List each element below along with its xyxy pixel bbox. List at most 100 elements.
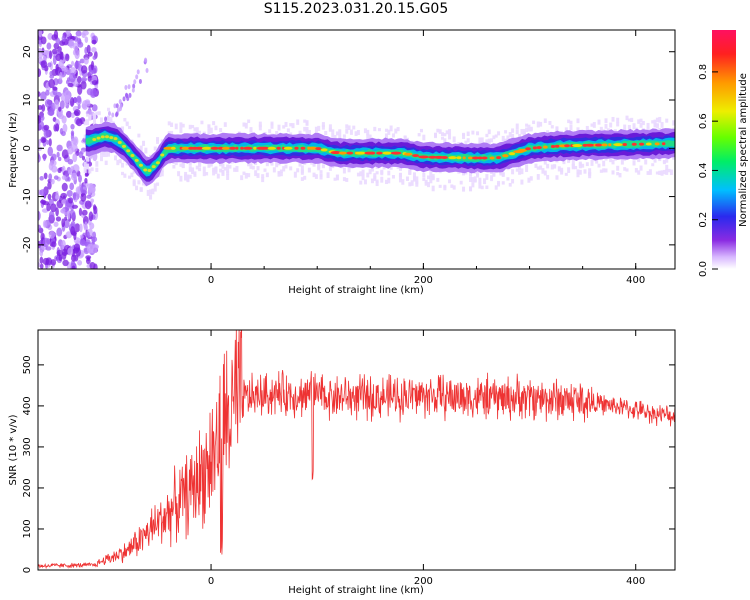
heat-cell [632, 123, 636, 130]
heat-cell [419, 128, 423, 133]
heat-cell [471, 182, 475, 188]
heat-peak [355, 151, 367, 155]
heat-cell [247, 173, 251, 178]
heat-cell [51, 241, 57, 248]
heat-cell [43, 128, 50, 139]
heat-cell [426, 175, 430, 180]
heat-cell [480, 185, 484, 190]
heat-cell [375, 181, 379, 187]
heat-cell [342, 167, 346, 174]
heat-cell [156, 137, 160, 142]
heat-cell [527, 124, 531, 130]
heat-cell [373, 126, 377, 132]
heat-peak [572, 144, 583, 148]
heat-cell [536, 174, 540, 180]
heat-cell [83, 134, 87, 139]
heat-cell [212, 121, 216, 126]
heat-cell [333, 134, 337, 140]
heat-cell [377, 128, 381, 132]
heat-cell [160, 170, 164, 177]
heat-peak [584, 143, 595, 147]
heat-peak [147, 169, 152, 173]
heat-cell [653, 119, 657, 125]
heat-cell [641, 120, 645, 126]
heat-cell [53, 30, 59, 40]
heat-cell [298, 130, 302, 137]
heat-cell [639, 165, 643, 171]
heat-cell [431, 185, 435, 192]
heat-cell [335, 131, 339, 136]
heat-cell [38, 115, 42, 124]
heat-cell [646, 171, 650, 175]
heat-cell [149, 189, 153, 195]
heat-cell [616, 122, 620, 127]
heat-cell [47, 109, 55, 116]
heat-cell [85, 156, 89, 162]
heat-cell [132, 83, 136, 89]
heat-cell [65, 53, 70, 62]
heat-cell [92, 244, 98, 253]
heat-cell [637, 119, 641, 124]
heat-cell [160, 139, 164, 143]
heat-cell [39, 263, 44, 269]
heat-peak [100, 135, 105, 139]
heat-cell [312, 172, 316, 178]
heat-cell [616, 117, 620, 123]
heat-cell [485, 185, 489, 190]
heat-cell [121, 162, 125, 168]
heat-peak [467, 156, 474, 160]
heat-peak [390, 151, 402, 155]
heat-cell [571, 159, 575, 166]
heat-peak [448, 156, 457, 160]
heat-peak [369, 151, 376, 155]
heat-cell [42, 237, 50, 248]
colorbar-gradient [712, 30, 736, 269]
heat-cell [665, 118, 669, 123]
heat-cell [195, 165, 199, 170]
heat-cell [511, 179, 515, 184]
snr-ytick-label: 400 [22, 396, 33, 415]
heat-cell [478, 182, 482, 189]
heat-peak [276, 146, 281, 150]
heat-cell [391, 133, 395, 138]
heat-cell [501, 135, 505, 142]
heat-cell [226, 168, 230, 173]
heat-cell [72, 153, 78, 163]
heat-cell [70, 123, 75, 130]
heat-cell [50, 178, 55, 185]
heat-peak [338, 151, 347, 155]
heat-cell [349, 129, 353, 135]
heat-cell [83, 167, 87, 174]
heat-cell [625, 168, 629, 172]
heat-cell [53, 221, 59, 227]
heat-peak [608, 143, 612, 147]
heat-cell [64, 89, 71, 100]
heat-cell [219, 128, 223, 133]
heat-peak [622, 142, 628, 146]
heat-cell [92, 231, 97, 239]
heat-cell [247, 119, 251, 124]
heat-cell [403, 135, 407, 141]
heat-cell [564, 172, 568, 176]
heat-cell [261, 174, 265, 179]
heat-cell [71, 265, 76, 269]
heat-cell [122, 96, 126, 102]
heat-cell [235, 166, 239, 172]
heat-cell [634, 167, 638, 173]
heat-peak [550, 145, 556, 149]
heat-cell [100, 117, 104, 123]
heat-cell [102, 151, 106, 157]
heat-cell [623, 167, 627, 171]
heat-cell [555, 126, 559, 131]
heat-cell [620, 159, 624, 165]
heat-cell [331, 129, 335, 133]
heat-cell [665, 158, 669, 163]
heat-cell [84, 172, 89, 177]
heat-cell [58, 59, 64, 68]
heat-cell [441, 132, 445, 136]
heat-cell [604, 168, 608, 173]
heat-peak [235, 146, 239, 150]
heat-peak [554, 144, 560, 148]
heat-cell [567, 167, 571, 173]
heat-peak [201, 146, 212, 150]
